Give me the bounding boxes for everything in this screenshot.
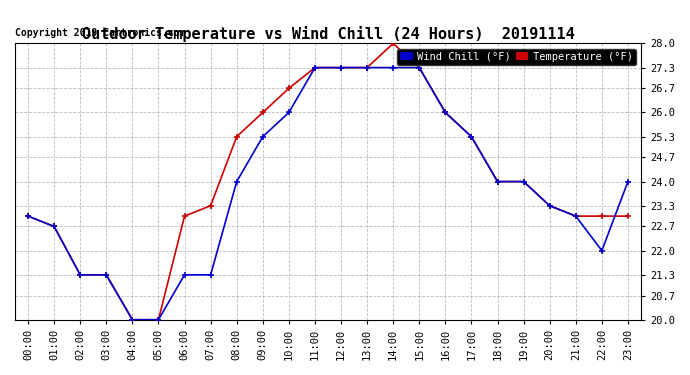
Title: Outdoor Temperature vs Wind Chill (24 Hours)  20191114: Outdoor Temperature vs Wind Chill (24 Ho…: [81, 26, 574, 42]
Legend: Wind Chill (°F), Temperature (°F): Wind Chill (°F), Temperature (°F): [397, 49, 635, 65]
Text: Copyright 2019 Cartronics.com: Copyright 2019 Cartronics.com: [15, 28, 186, 38]
